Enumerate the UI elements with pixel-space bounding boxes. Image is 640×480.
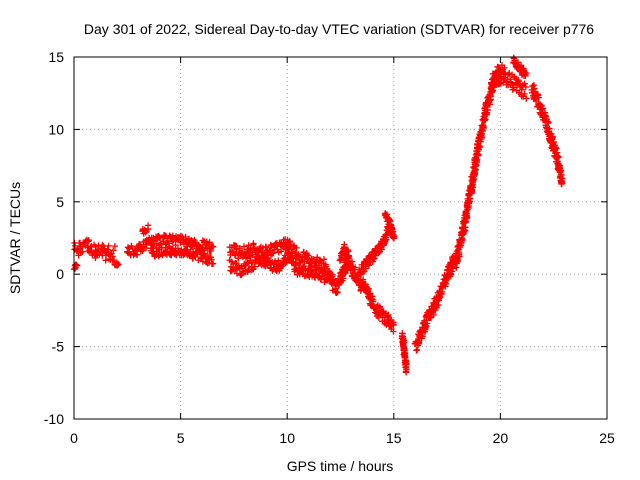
data-points — [102, 242, 119, 264]
data-points — [441, 252, 458, 287]
y-tick-label: 15 — [48, 49, 64, 65]
data-points — [516, 62, 530, 79]
data-series-sdtvar — [70, 54, 566, 376]
x-tick-label: 10 — [279, 430, 295, 446]
data-points — [111, 259, 122, 269]
data-points — [188, 236, 206, 253]
data-points — [294, 248, 313, 267]
data-points — [343, 255, 359, 283]
plot-frame — [73, 56, 608, 420]
x-tick-label: 25 — [599, 430, 615, 446]
x-tick-label: 0 — [70, 430, 78, 446]
data-points — [198, 250, 217, 268]
x-tick-labels: 0 5 10 15 20 25 — [70, 430, 615, 446]
data-points — [386, 216, 398, 242]
data-points — [384, 311, 397, 335]
data-points — [241, 240, 259, 262]
data-points — [139, 222, 152, 237]
data-points — [147, 243, 174, 260]
data-points — [294, 262, 312, 280]
chart-title: Day 301 of 2022, Sidereal Day-to-day VTE… — [84, 21, 594, 37]
data-points — [400, 347, 410, 376]
y-tick-label: 0 — [56, 266, 64, 282]
data-points — [324, 268, 340, 295]
y-tick-label: 5 — [56, 194, 64, 210]
y-axis-label: SDTVAR / TECUs — [7, 182, 23, 294]
data-points — [70, 261, 81, 273]
data-points — [124, 242, 141, 259]
data-points — [283, 249, 302, 278]
axis-ticks — [73, 56, 608, 420]
data-points — [341, 243, 352, 261]
y-tick-label: 10 — [48, 121, 64, 137]
data-points — [514, 76, 530, 102]
data-points — [236, 257, 259, 278]
y-tick-label: -5 — [52, 339, 65, 355]
data-points — [262, 254, 280, 274]
data-points — [475, 105, 489, 151]
data-points — [92, 241, 110, 259]
x-tick-label: 20 — [493, 430, 509, 446]
data-points — [181, 246, 205, 264]
y-tick-labels: -10 -5 0 5 10 15 — [44, 49, 64, 427]
y-tick-label: -10 — [44, 411, 64, 427]
data-points — [554, 153, 566, 188]
x-axis-label: GPS time / hours — [287, 458, 394, 474]
x-tick-label: 5 — [177, 430, 185, 446]
x-tick-label: 15 — [386, 430, 402, 446]
